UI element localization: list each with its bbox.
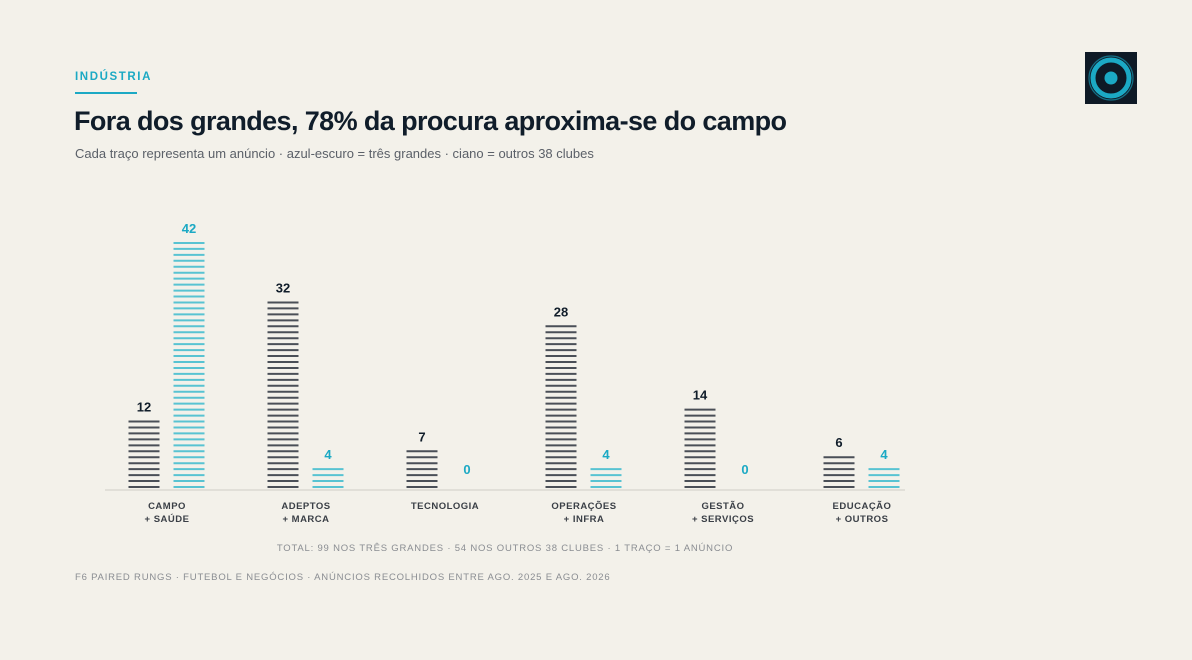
category-label: + INFRA [564,514,605,525]
category-label: ADEPTOS [281,501,330,512]
category-label: + SAÚDE [145,513,190,525]
value-label-outros_clubes: 0 [741,462,748,477]
value-label-tres_grandes: 7 [418,429,425,444]
category-label: GESTÃO [701,501,744,512]
source-footer: F6 PAIRED RUNGS · FUTEBOL E NEGÓCIOS · A… [75,572,611,583]
value-label-tres_grandes: 28 [554,304,568,319]
value-label-tres_grandes: 14 [693,388,708,403]
category-label: + MARCA [282,514,329,525]
value-label-outros_clubes: 4 [602,447,610,462]
value-label-outros_clubes: 4 [324,447,332,462]
category-label: + SERVIÇOS [692,514,754,525]
category-label: + OUTROS [836,514,889,525]
chart-title: Fora dos grandes, 78% da procura aproxim… [74,106,787,136]
target-circle-icon [1085,52,1137,104]
value-label-outros_clubes: 42 [182,221,196,236]
value-label-tres_grandes: 6 [835,435,842,450]
category-label: EDUCAÇÃO [833,501,892,512]
value-label-outros_clubes: 4 [880,447,888,462]
chart-subtitle: Cada traço representa um anúncio · azul-… [75,146,594,161]
value-label-outros_clubes: 0 [463,462,470,477]
kicker-underline [75,92,137,94]
category-label: CAMPO [148,501,186,512]
category-label: TECNOLOGIA [411,501,479,512]
category-label: OPERAÇÕES [551,501,616,512]
total-note: TOTAL: 99 NOS TRÊS GRANDES · 54 NOS OUTR… [276,543,734,554]
value-label-tres_grandes: 12 [137,400,151,415]
value-label-tres_grandes: 32 [276,280,290,295]
section-kicker: INDÚSTRIA [75,71,153,83]
